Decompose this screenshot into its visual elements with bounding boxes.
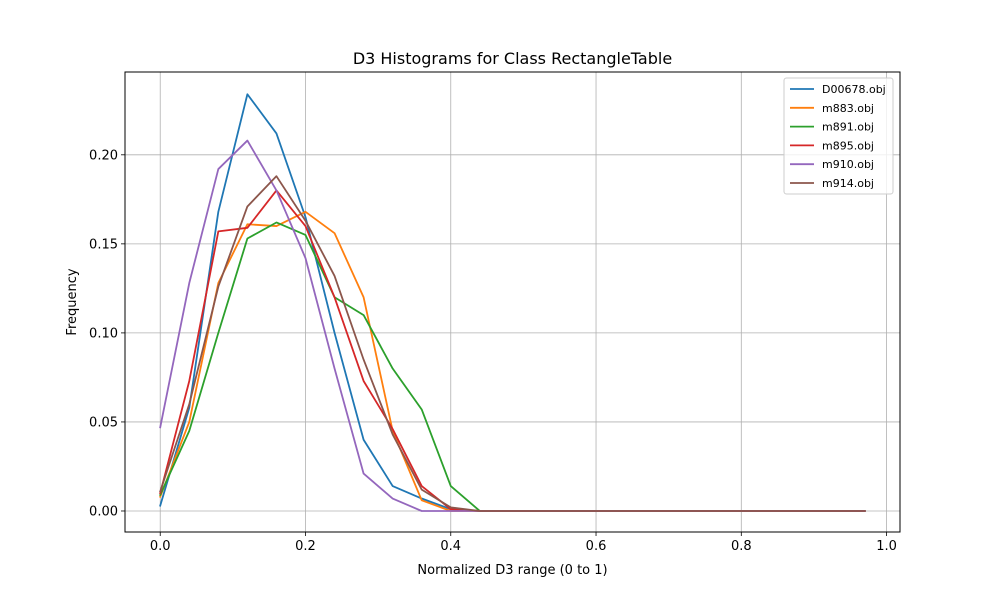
x-tick-label: 0.2 xyxy=(295,539,316,554)
legend-label: m895.obj xyxy=(822,139,874,152)
legend-label: m910.obj xyxy=(822,158,874,171)
y-tick-label: 0.15 xyxy=(89,237,118,252)
x-axis-label: Normalized D3 range (0 to 1) xyxy=(417,563,607,578)
y-tick-label: 0.00 xyxy=(89,504,118,519)
x-tick-label: 0.0 xyxy=(150,539,171,554)
series-line-m914-obj xyxy=(159,175,866,512)
x-tick-label: 1.0 xyxy=(876,539,897,554)
y-axis-label: Frequency xyxy=(65,268,80,335)
x-tick-label: 0.4 xyxy=(440,539,461,554)
y-tick-label: 0.20 xyxy=(89,148,118,163)
series-lines xyxy=(159,93,866,512)
x-tick-label: 0.8 xyxy=(731,539,752,554)
plot-frame xyxy=(124,71,901,533)
chart-title: D3 Histograms for Class RectangleTable xyxy=(353,49,672,68)
legend-label: D00678.obj xyxy=(822,83,886,96)
legend-label: m914.obj xyxy=(822,177,874,190)
legend-label: m891.obj xyxy=(822,121,874,134)
x-tick-label: 0.6 xyxy=(586,539,607,554)
axis-ticks: 0.0 0.2 0.4 0.6 0.8 1.0 0.00 0.05 0.10 0.15 0.20 xyxy=(89,148,897,554)
y-tick-label: 0.05 xyxy=(89,415,118,430)
legend-label: m883.obj xyxy=(822,102,874,115)
legend: D00678.obj m883.obj m891.obj m895.obj m910.o… xyxy=(783,77,894,195)
y-tick-label: 0.10 xyxy=(89,326,118,341)
